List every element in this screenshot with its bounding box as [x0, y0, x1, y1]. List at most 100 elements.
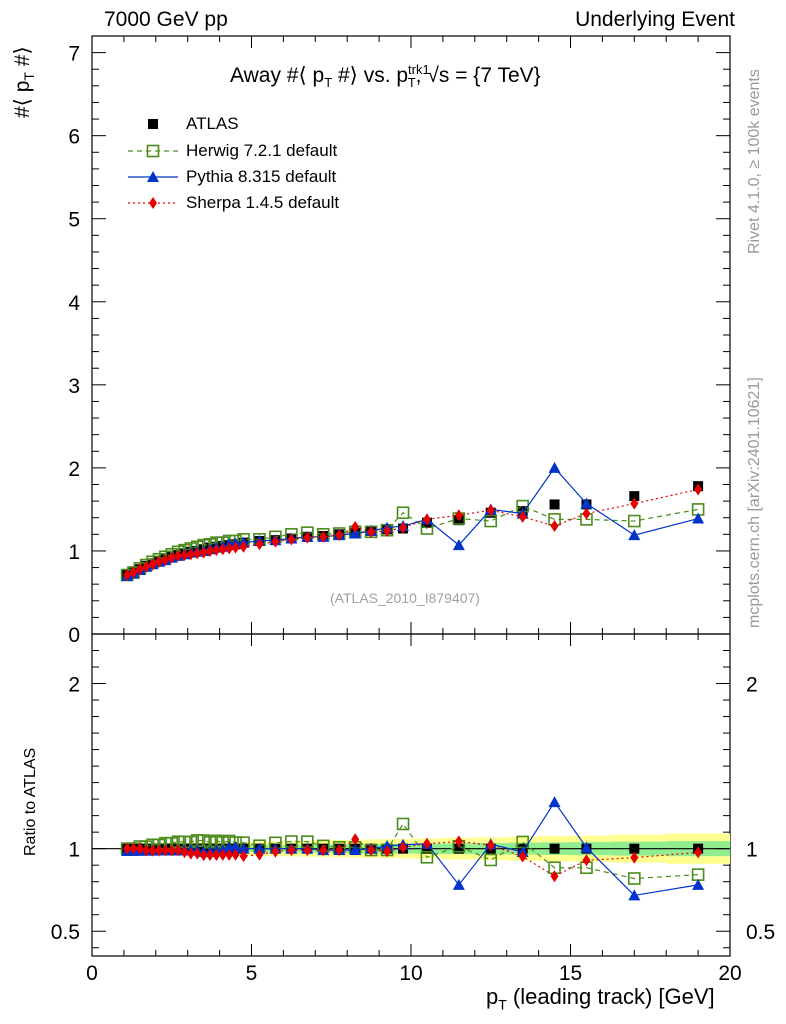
main-y-tick-label: 1: [68, 541, 80, 564]
legend-atlas: ATLAS: [186, 114, 239, 133]
data-point: [287, 533, 296, 546]
ratio-point: [335, 844, 344, 857]
ratio-series: [120, 796, 705, 901]
legend-marker: [147, 171, 159, 182]
data-point: [193, 547, 202, 560]
ratio-point: [694, 846, 703, 859]
data-point: [399, 521, 408, 534]
ratio-point: [186, 847, 195, 860]
data-point: [123, 569, 132, 582]
ratio-y-tick-label-right: 2: [746, 674, 758, 697]
ratio-y-tick-label-right: 1: [746, 839, 758, 862]
plot-title: Away #⟨ pT #⟩ vs. ptrk1T, √s = {7 TeV}: [230, 62, 541, 91]
ratio-point: [399, 841, 408, 854]
data-point: [548, 461, 561, 473]
main-y-tick-label: 2: [68, 458, 80, 481]
data-point: [629, 491, 640, 502]
ratio-point: [255, 848, 264, 861]
data-point: [271, 535, 280, 548]
series-line-main: [126, 488, 699, 576]
mcplots-label: mcplots.cern.ch [arXiv:2401.10621]: [746, 377, 763, 628]
data-point: [335, 529, 344, 542]
x-tick-label: 15: [559, 962, 582, 985]
data-point: [199, 546, 208, 559]
data-point: [148, 558, 157, 571]
ratio-point: [420, 850, 434, 864]
legend-marker: [149, 197, 157, 209]
ratio-point: [351, 833, 360, 846]
data-point: [180, 549, 189, 562]
ratio-point: [212, 848, 221, 861]
data-point: [550, 520, 559, 533]
data-point: [319, 530, 328, 543]
axis-ticks: [91, 36, 731, 956]
ratio-point: [161, 844, 170, 857]
ratio-point: [225, 848, 234, 861]
ratio-point: [453, 843, 464, 854]
ratio-point: [367, 843, 376, 856]
data-point: [692, 512, 705, 524]
data-point: [174, 549, 183, 562]
ratio-point: [231, 848, 240, 861]
ratio-point: [123, 842, 132, 855]
data-point: [231, 541, 240, 554]
ratio-point: [253, 842, 266, 854]
data-point: [218, 543, 227, 556]
ratio-frame: [91, 633, 731, 957]
data-point: [167, 551, 176, 564]
ratio-point: [129, 842, 138, 855]
ratio-point: [135, 842, 144, 855]
ratio-point: [154, 844, 163, 857]
ratio-point: [692, 878, 705, 890]
ratio-y-tick-label: 2: [68, 674, 80, 697]
main-y-tick-label: 5: [68, 209, 80, 232]
ratio-point: [396, 817, 410, 831]
ratio-point: [629, 843, 640, 854]
ratio-point: [199, 849, 208, 862]
ratio-point: [167, 844, 176, 857]
tick-labels: 0 5 10 15 20 0 1 2 3 4 5 6 7 0.5 0.5 1 1 2 2: [51, 43, 775, 985]
legend-sherpa: Sherpa 1.4.5 default: [186, 193, 340, 212]
data-point: [351, 520, 360, 533]
data-point: [582, 507, 591, 520]
ratio-point: [580, 841, 593, 853]
series-line-ratio: [127, 822, 699, 880]
data-point: [486, 504, 495, 517]
ratio-point: [303, 844, 312, 857]
main-y-tick-label: 4: [68, 292, 80, 315]
ratio-point: [630, 851, 639, 864]
ratio-point: [271, 845, 280, 858]
header-right: Underlying Event: [575, 8, 735, 31]
main-y-axis-label: #⟨ pT #⟩: [11, 46, 38, 118]
data-point: [580, 497, 593, 509]
analysis-reference: (ATLAS_2010_I879407): [330, 590, 480, 606]
data-point: [694, 483, 703, 496]
ratio-y-axis-label: Ratio to ATLAS: [22, 747, 39, 856]
legend-markers: [128, 119, 178, 209]
ratio-point: [148, 844, 157, 857]
ratio-point: [628, 889, 641, 901]
ratio-point: [582, 854, 591, 867]
data-point: [422, 513, 431, 526]
data-point: [628, 529, 641, 541]
ratio-point: [383, 845, 392, 858]
data-point: [630, 497, 639, 510]
main-y-tick-label: 0: [68, 624, 80, 647]
data-point: [239, 540, 248, 553]
ratio-point: [422, 837, 431, 850]
legend-marker: [148, 119, 158, 129]
ratio-point: [287, 844, 296, 857]
main-y-tick-label: 6: [68, 126, 80, 149]
x-tick-label: 10: [399, 962, 422, 985]
ratio-point: [486, 839, 495, 852]
ratio-point: [237, 842, 250, 854]
legend-pythia: Pythia 8.315 default: [186, 167, 337, 186]
data-point: [518, 510, 527, 523]
x-tick-label: 0: [86, 962, 98, 985]
data-point: [225, 542, 234, 555]
ratio-point: [239, 850, 248, 863]
ratio-point: [229, 841, 242, 853]
rivet-label: Rivet 4.1.0, ≥ 100k events: [746, 69, 763, 254]
main-y-tick-label: 3: [68, 375, 80, 398]
x-tick-label: 5: [246, 962, 258, 985]
